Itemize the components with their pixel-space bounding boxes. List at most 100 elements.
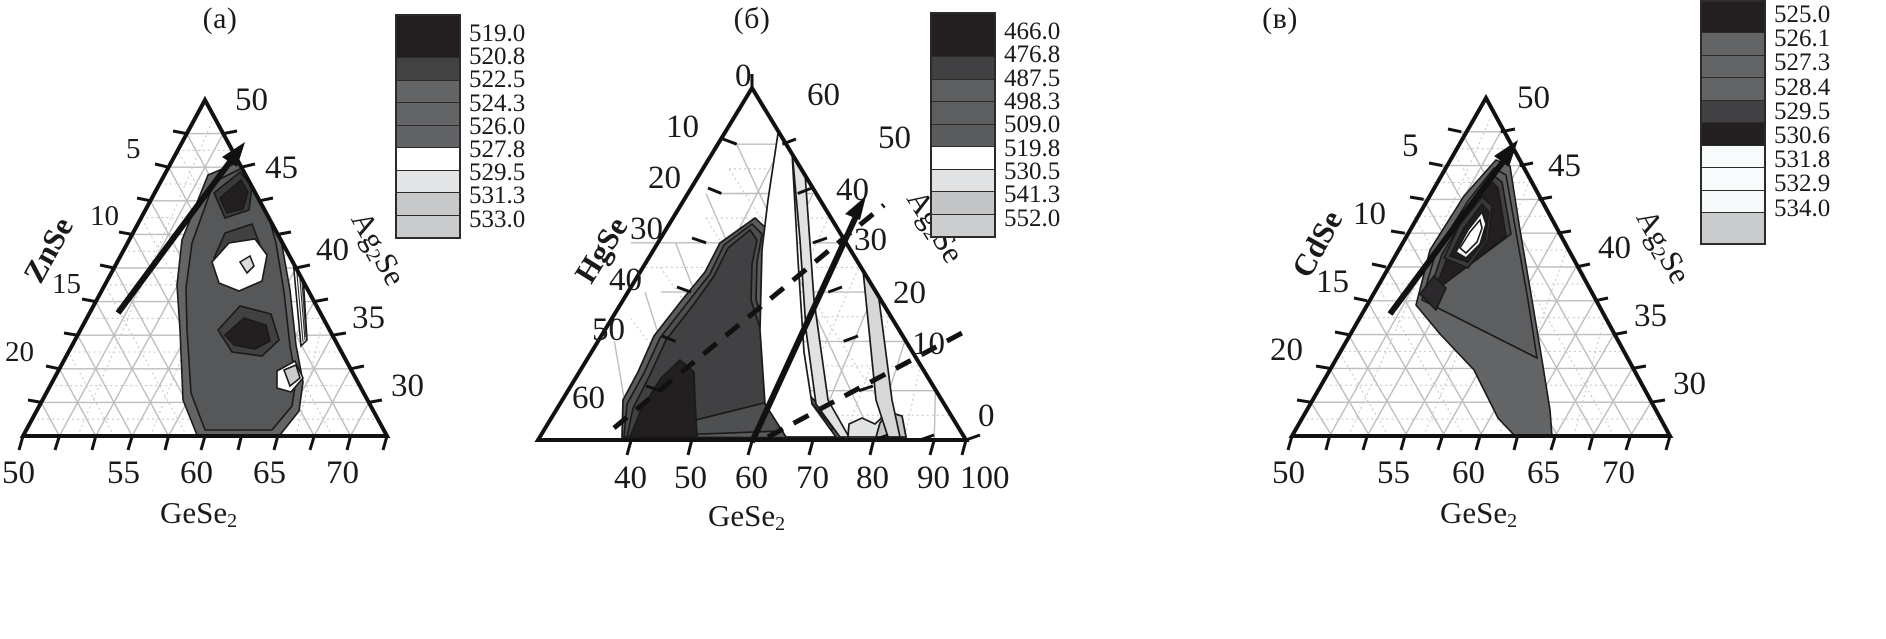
tick-left-b-5: 50 <box>592 312 625 348</box>
cb-c-v6: 531.8 <box>1774 146 1831 174</box>
tick-right-c-2: 40 <box>1598 230 1631 266</box>
tick-right-c-0: 50 <box>1517 80 1550 116</box>
swatch-c-8 <box>1702 190 1764 213</box>
cb-c-v5: 530.6 <box>1774 121 1831 149</box>
cb-b-v4: 509.0 <box>1004 111 1061 139</box>
cb-a-v3: 524.3 <box>469 89 526 117</box>
tick-left-c-3: 20 <box>1270 332 1303 368</box>
tick-bottom-c-4: 70 <box>1602 455 1635 491</box>
swatch-a-2 <box>397 80 459 103</box>
tick-bottom-b-1: 50 <box>674 460 707 496</box>
axis-label-gese2-a: GeSe2 <box>160 495 238 532</box>
swatch-b-4 <box>932 124 994 147</box>
swatch-a-5 <box>397 148 459 171</box>
tick-right-b-2: 40 <box>836 172 869 208</box>
cb-a-v8: 533.0 <box>469 205 526 233</box>
swatch-c-7 <box>1702 168 1764 191</box>
panel-b: (б) <box>534 0 1220 639</box>
swatch-c-0 <box>1702 2 1764 33</box>
tick-right-b-5: 10 <box>912 326 945 362</box>
tick-right-b-1: 50 <box>878 120 911 156</box>
panel-a-plot <box>17 95 391 451</box>
swatch-b-8 <box>932 214 994 236</box>
cb-b-v3: 498.3 <box>1004 87 1061 115</box>
swatch-b-6 <box>932 169 994 192</box>
cb-c-v4: 529.5 <box>1774 97 1831 125</box>
cb-a-v7: 531.3 <box>469 182 526 210</box>
colorbar-b-swatches <box>930 12 996 238</box>
colorbar-c-swatches <box>1700 0 1766 245</box>
tick-bottom-c-2: 60 <box>1452 455 1485 491</box>
tick-left-c-0: 5 <box>1402 128 1419 164</box>
tick-left-b-3: 30 <box>630 211 663 247</box>
swatch-a-8 <box>397 215 459 237</box>
swatch-b-0 <box>932 14 994 57</box>
tick-bottom-a-1: 55 <box>107 455 140 491</box>
swatch-a-7 <box>397 193 459 216</box>
direction-arrow-a <box>115 142 245 315</box>
cb-c-v0: 525.0 <box>1774 1 1831 28</box>
swatch-b-5 <box>932 147 994 170</box>
colorbar-c-ticks: 525.0 526.1 527.3 528.4 529.5 530.6 531.… <box>1774 0 1830 245</box>
swatch-c-3 <box>1702 78 1764 101</box>
swatch-a-4 <box>397 125 459 148</box>
tick-right-a-1: 45 <box>265 150 298 186</box>
swatch-c-1 <box>1702 33 1764 56</box>
tick-right-b-6: 0 <box>978 398 995 434</box>
swatch-b-7 <box>932 192 994 215</box>
swatch-c-4 <box>1702 100 1764 123</box>
tick-right-b-4: 20 <box>893 275 926 311</box>
direction-arrow-b <box>749 196 866 444</box>
tick-right-c-3: 35 <box>1634 298 1667 334</box>
panel-a: (а) <box>0 0 525 639</box>
tick-left-b-2: 20 <box>648 160 681 196</box>
cb-c-v1: 526.1 <box>1774 25 1831 53</box>
tick-left-a-1: 10 <box>90 200 119 232</box>
cb-a-v2: 522.5 <box>469 66 526 94</box>
swatch-a-3 <box>397 103 459 126</box>
tick-bottom-b-6: 100 <box>960 460 1010 496</box>
swatch-b-2 <box>932 79 994 102</box>
cb-b-v7: 541.3 <box>1004 181 1061 209</box>
swatch-c-6 <box>1702 145 1764 168</box>
colorbar-a-swatches <box>395 14 461 239</box>
cb-b-v2: 487.5 <box>1004 64 1061 92</box>
axis-label-gese2-b: GeSe2 <box>708 498 786 535</box>
tick-left-b-0: 0 <box>735 58 752 94</box>
cb-c-v8: 534.0 <box>1774 194 1831 222</box>
tick-bottom-a-2: 60 <box>180 455 213 491</box>
swatch-a-1 <box>397 58 459 81</box>
cb-c-v2: 527.3 <box>1774 49 1831 77</box>
cb-b-v0: 466.0 <box>1004 18 1061 45</box>
tick-right-a-4: 30 <box>391 368 424 404</box>
panel-a-title: (а) <box>202 2 238 35</box>
panel-b-title: (б) <box>733 2 771 35</box>
panel-c: (в) <box>1230 0 1886 639</box>
panel-c-plot <box>1286 93 1674 451</box>
tick-right-a-0: 50 <box>235 82 268 118</box>
cb-c-v7: 532.9 <box>1774 170 1831 198</box>
tick-bottom-c-1: 55 <box>1377 455 1410 491</box>
tick-bottom-b-4: 80 <box>856 460 889 496</box>
tick-right-c-4: 30 <box>1673 366 1706 402</box>
cb-a-v1: 520.8 <box>469 43 526 71</box>
cb-a-v5: 527.8 <box>469 135 526 163</box>
panel-b-plot <box>534 74 981 456</box>
swatch-c-9 <box>1702 213 1764 243</box>
colorbar-c: 525.0 526.1 527.3 528.4 529.5 530.6 531.… <box>1700 0 1830 245</box>
swatch-c-2 <box>1702 55 1764 78</box>
cb-b-v5: 519.8 <box>1004 134 1061 162</box>
tick-left-b-4: 40 <box>609 262 642 298</box>
colorbar-b-ticks: 466.0 476.8 487.5 498.3 509.0 519.8 530.… <box>1004 12 1060 238</box>
cb-a-v4: 526.0 <box>469 112 526 140</box>
colorbar-a: 519.0 520.8 522.5 524.3 526.0 527.8 529.… <box>395 14 525 239</box>
cb-a-v6: 529.5 <box>469 159 526 187</box>
colorbar-b: 466.0 476.8 487.5 498.3 509.0 519.8 530.… <box>930 12 1060 238</box>
tick-right-a-3: 35 <box>352 300 385 336</box>
section-lines-b <box>612 203 964 440</box>
tick-right-b-0: 60 <box>807 77 840 113</box>
cb-c-v3: 528.4 <box>1774 73 1831 101</box>
tick-bottom-b-3: 70 <box>796 460 829 496</box>
tick-left-a-3: 20 <box>5 336 34 368</box>
